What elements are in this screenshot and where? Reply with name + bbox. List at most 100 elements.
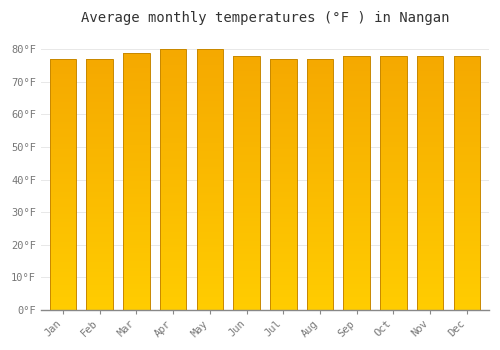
Bar (123, 65, 150, 68)
Bar (196, 250, 223, 252)
Bar (196, 180, 223, 182)
Bar (417, 152, 444, 155)
Bar (344, 259, 370, 261)
Bar (307, 67, 333, 69)
Bar (380, 193, 406, 195)
Bar (50, 232, 76, 234)
Bar (344, 175, 370, 178)
Bar (454, 259, 480, 261)
Bar (454, 117, 480, 119)
Bar (454, 162, 480, 165)
Bar (50, 307, 76, 309)
Bar (123, 297, 150, 299)
Bar (86, 124, 113, 127)
Bar (123, 89, 150, 91)
Bar (344, 241, 370, 244)
Bar (270, 304, 296, 307)
Bar (86, 224, 113, 227)
Bar (50, 247, 76, 250)
Bar (270, 62, 296, 64)
Bar (417, 269, 444, 272)
Bar (234, 198, 260, 201)
Bar (454, 102, 480, 104)
Bar (160, 135, 186, 138)
Bar (417, 279, 444, 282)
Bar (123, 114, 150, 117)
Bar (234, 109, 260, 112)
Bar (234, 289, 260, 292)
Bar (454, 175, 480, 178)
Bar (454, 213, 480, 216)
Bar (50, 202, 76, 204)
Bar (454, 71, 480, 74)
Bar (160, 224, 186, 226)
Bar (380, 150, 406, 152)
Bar (196, 190, 223, 193)
Bar (344, 180, 370, 183)
Bar (380, 145, 406, 147)
Bar (454, 188, 480, 190)
Bar (270, 114, 296, 117)
Bar (50, 189, 76, 192)
Bar (380, 264, 406, 266)
Bar (270, 82, 296, 84)
Bar (454, 201, 480, 203)
Bar (270, 277, 296, 280)
Bar (86, 152, 113, 154)
Bar (196, 177, 223, 180)
Bar (307, 272, 333, 274)
Bar (454, 208, 480, 211)
Bar (307, 192, 333, 194)
Bar (270, 272, 296, 274)
Bar (160, 49, 186, 309)
Bar (270, 267, 296, 270)
Bar (234, 223, 260, 226)
Bar (86, 307, 113, 309)
Bar (50, 112, 76, 114)
Bar (50, 187, 76, 189)
Bar (454, 56, 480, 58)
Bar (86, 237, 113, 239)
Bar (417, 221, 444, 223)
Bar (86, 129, 113, 132)
Bar (344, 104, 370, 107)
Bar (307, 162, 333, 164)
Bar (234, 246, 260, 249)
Bar (344, 282, 370, 284)
Bar (50, 300, 76, 302)
Bar (454, 140, 480, 142)
Bar (196, 211, 223, 213)
Bar (50, 87, 76, 89)
Bar (50, 74, 76, 77)
Bar (50, 279, 76, 282)
Bar (160, 122, 186, 125)
Bar (160, 247, 186, 250)
Bar (307, 289, 333, 292)
Bar (86, 234, 113, 237)
Bar (196, 80, 223, 83)
Bar (86, 64, 113, 67)
Bar (160, 114, 186, 117)
Bar (234, 244, 260, 246)
Bar (234, 130, 260, 132)
Bar (417, 228, 444, 231)
Bar (123, 107, 150, 109)
Bar (86, 67, 113, 69)
Bar (160, 146, 186, 148)
Bar (160, 193, 186, 195)
Bar (344, 64, 370, 66)
Bar (307, 204, 333, 207)
Bar (307, 265, 333, 267)
Bar (454, 56, 480, 309)
Bar (454, 86, 480, 89)
Bar (123, 274, 150, 276)
Bar (307, 77, 333, 79)
Bar (344, 81, 370, 84)
Bar (234, 104, 260, 107)
Bar (307, 222, 333, 224)
Bar (160, 284, 186, 286)
Bar (307, 250, 333, 252)
Bar (234, 284, 260, 287)
Bar (196, 68, 223, 70)
Bar (196, 221, 223, 224)
